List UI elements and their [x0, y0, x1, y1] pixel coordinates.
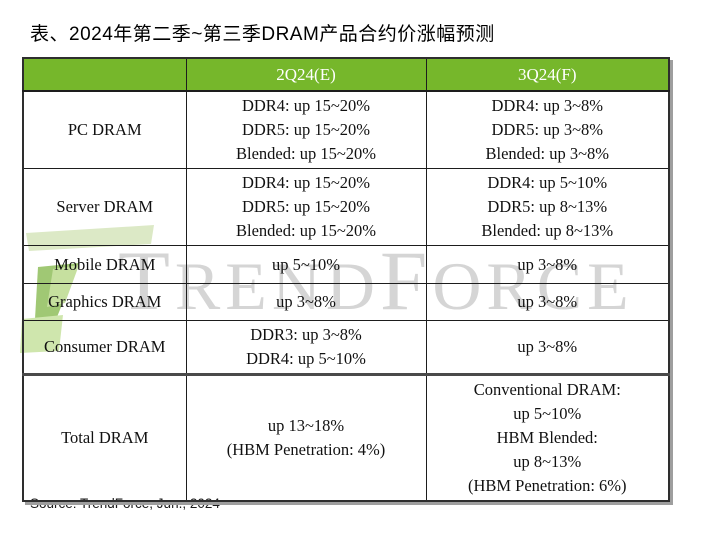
row-label: Graphics DRAM: [22, 283, 187, 321]
table-row-total-dram: Total DRAM up 13~18% (HBM Penetration: 4…: [22, 374, 670, 502]
cell-graphics-2q24: up 3~8%: [185, 283, 427, 321]
cell-pc-2q24: DDR4: up 15~20% DDR5: up 15~20% Blended:…: [185, 90, 427, 169]
table-header-row: 2Q24(E) 3Q24(F): [22, 57, 670, 92]
cell-mobile-3q24: up 3~8%: [425, 245, 670, 284]
table-row-consumer-dram: Consumer DRAM DDR3: up 3~8% DDR4: up 5~1…: [22, 320, 670, 376]
page-title: 表、2024年第二季~第三季DRAM产品合约价涨幅预测: [30, 24, 495, 45]
cell-consumer-2q24: DDR3: up 3~8% DDR4: up 5~10%: [185, 320, 427, 376]
cell-server-2q24: DDR4: up 15~20% DDR5: up 15~20% Blended:…: [185, 168, 427, 246]
table-row-pc-dram: PC DRAM DDR4: up 15~20% DDR5: up 15~20% …: [22, 90, 670, 169]
header-cell-2q24: 2Q24(E): [185, 57, 427, 92]
row-label: Server DRAM: [22, 168, 187, 246]
row-label: Consumer DRAM: [22, 320, 187, 376]
row-label: Total DRAM: [22, 374, 187, 502]
cell-pc-3q24: DDR4: up 3~8% DDR5: up 3~8% Blended: up …: [425, 90, 670, 169]
row-label: Mobile DRAM: [22, 245, 187, 284]
cell-mobile-2q24: up 5~10%: [185, 245, 427, 284]
dram-contract-price-table: 2Q24(E) 3Q24(F) PC DRAM DDR4: up 15~20% …: [22, 57, 670, 502]
row-label: PC DRAM: [22, 90, 187, 169]
table-row-server-dram: Server DRAM DDR4: up 15~20% DDR5: up 15~…: [22, 168, 670, 246]
cell-graphics-3q24: up 3~8%: [425, 283, 670, 321]
cell-total-3q24: Conventional DRAM: up 5~10% HBM Blended:…: [425, 374, 670, 502]
forecast-table-wrap: 2Q24(E) 3Q24(F) PC DRAM DDR4: up 15~20% …: [22, 57, 670, 502]
table-row-mobile-dram: Mobile DRAM up 5~10% up 3~8%: [22, 245, 670, 284]
cell-server-3q24: DDR4: up 5~10% DDR5: up 8~13% Blended: u…: [425, 168, 670, 246]
cell-consumer-3q24: up 3~8%: [425, 320, 670, 376]
cell-total-2q24: up 13~18% (HBM Penetration: 4%): [185, 374, 427, 502]
header-cell-3q24: 3Q24(F): [425, 57, 670, 92]
header-cell-blank: [22, 57, 187, 92]
table-row-graphics-dram: Graphics DRAM up 3~8% up 3~8%: [22, 283, 670, 321]
